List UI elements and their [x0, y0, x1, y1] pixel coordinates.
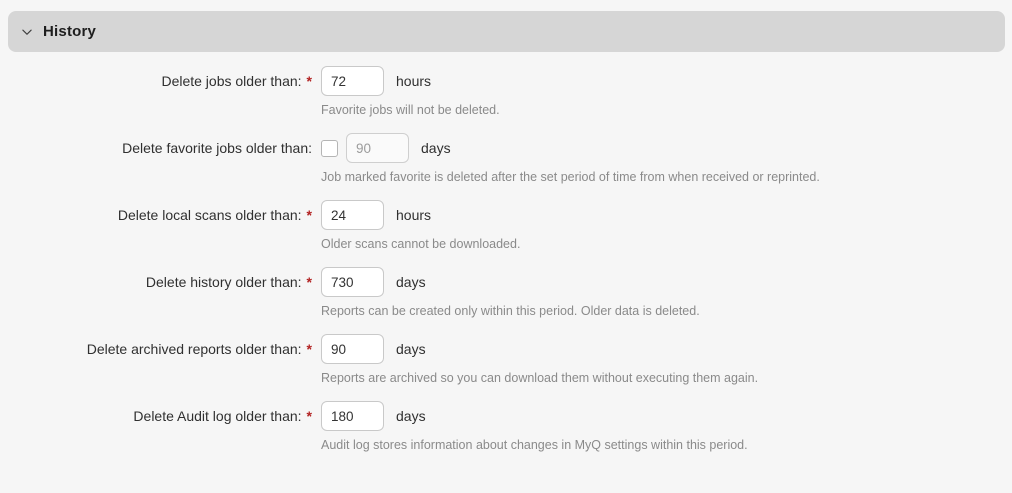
delete-favorite-jobs-days-input[interactable]	[346, 133, 409, 163]
delete-jobs-hours-input[interactable]	[321, 66, 384, 96]
field-label: Delete history older than:	[145, 274, 302, 290]
required-asterisk: *	[306, 207, 312, 223]
field-controls: days Job marked favorite is deleted afte…	[321, 133, 820, 184]
help-text: Job marked favorite is deleted after the…	[321, 170, 820, 184]
field-label: Delete archived reports older than:	[86, 341, 302, 357]
field-label: Delete jobs older than:	[161, 73, 302, 89]
chevron-down-icon	[21, 26, 33, 38]
help-text: Audit log stores information about chang…	[321, 438, 748, 452]
form-row-delete-favorite-jobs: Delete favorite jobs older than: days Jo…	[0, 133, 1012, 184]
delete-archived-reports-days-input[interactable]	[321, 334, 384, 364]
help-text: Reports are archived so you can download…	[321, 371, 759, 385]
required-asterisk: *	[306, 73, 312, 89]
form-row-delete-jobs: Delete jobs older than:* hours Favorite …	[0, 66, 1012, 117]
unit-label: hours	[396, 207, 432, 223]
form-row-delete-audit-log: Delete Audit log older than:* days Audit…	[0, 401, 1012, 452]
form-row-delete-archived-reports: Delete archived reports older than:* day…	[0, 334, 1012, 385]
history-section-header[interactable]: History	[8, 11, 1005, 52]
field-label-container: Delete local scans older than: *	[0, 200, 312, 251]
field-label-container: Delete history older than: *	[0, 267, 312, 318]
field-label-container: Delete Audit log older than: *	[0, 401, 312, 452]
unit-label: days	[396, 341, 426, 357]
unit-label: hours	[396, 73, 432, 89]
help-text: Favorite jobs will not be deleted.	[321, 103, 500, 117]
field-label-container: Delete jobs older than: *	[0, 66, 312, 117]
delete-history-days-input[interactable]	[321, 267, 384, 297]
required-asterisk: *	[306, 341, 312, 357]
enable-favorite-jobs-deletion-checkbox[interactable]	[321, 139, 338, 157]
field-label-container: Delete archived reports older than: *	[0, 334, 312, 385]
delete-audit-log-days-input[interactable]	[321, 401, 384, 431]
section-title: History	[43, 23, 97, 40]
required-asterisk: *	[306, 408, 312, 424]
field-label-container: Delete favorite jobs older than:	[0, 133, 312, 184]
form-row-delete-local-scans: Delete local scans older than:* hours Ol…	[0, 200, 1012, 251]
field-controls: days Audit log stores information about …	[321, 401, 748, 452]
help-text: Older scans cannot be downloaded.	[321, 237, 521, 251]
unit-label: days	[396, 408, 426, 424]
field-controls: days Reports are archived so you can dow…	[321, 334, 758, 385]
unit-label: days	[421, 140, 451, 156]
field-label: Delete local scans older than:	[117, 207, 302, 223]
delete-local-scans-hours-input[interactable]	[321, 200, 384, 230]
history-settings-panel: History Delete jobs older than:* hours F…	[0, 11, 1012, 452]
field-controls: days Reports can be created only within …	[321, 267, 700, 318]
unit-label: days	[396, 274, 426, 290]
field-controls: hours Older scans cannot be downloaded.	[321, 200, 520, 251]
required-asterisk: *	[306, 274, 312, 290]
history-form: Delete jobs older than:* hours Favorite …	[0, 52, 1012, 452]
field-label: Delete Audit log older than:	[133, 408, 302, 424]
field-controls: hours Favorite jobs will not be deleted.	[321, 66, 500, 117]
help-text: Reports can be created only within this …	[321, 304, 700, 318]
form-row-delete-history: Delete history older than:* days Reports…	[0, 267, 1012, 318]
field-label: Delete favorite jobs older than:	[122, 140, 312, 156]
